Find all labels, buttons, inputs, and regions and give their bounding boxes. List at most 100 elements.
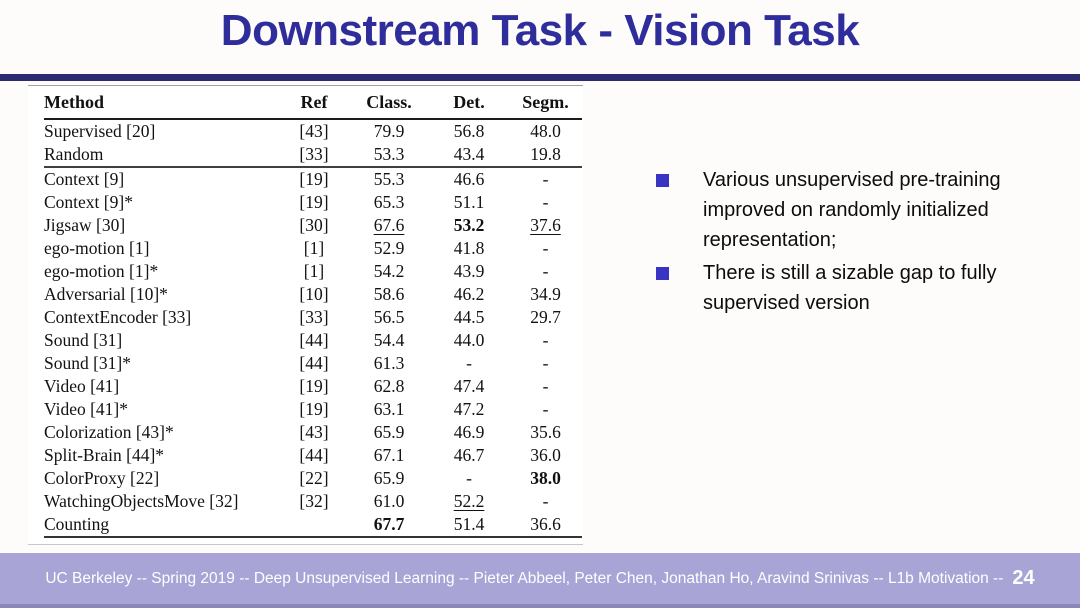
table-cell: 46.9 [453, 422, 485, 442]
table-cell: Video [41]* [44, 399, 128, 419]
table-cell: 58.6 [373, 284, 405, 304]
table-cell: ContextEncoder [33] [44, 307, 192, 327]
table-cell: 37.6 [530, 215, 561, 235]
table-cell: - [542, 192, 549, 212]
table-cell: 52.9 [373, 238, 405, 258]
table-cell: - [542, 491, 549, 511]
table-cell: 43.4 [429, 143, 509, 168]
table-cell: 46.6 [453, 169, 485, 189]
table-cell: 53.3 [349, 143, 429, 168]
table-row: Random [33] 53.3 43.4 19.8 [44, 143, 582, 168]
bullet-text: Various unsupervised pre-training improv… [703, 169, 1001, 251]
table-cell: Colorization [43]* [44, 422, 174, 442]
column-header: Class. [349, 86, 429, 120]
table-cell: [33] [279, 143, 349, 168]
table-cell: [32] [299, 491, 329, 511]
table-cell: [10] [299, 284, 329, 304]
table-cell: ColorProxy [22] [44, 468, 160, 488]
table-row: ContextEncoder [33] [33] 56.5 44.5 29.7 [44, 306, 582, 329]
column-header: Method [44, 86, 279, 120]
table-cell: [44] [299, 445, 329, 465]
table-cell: Video [41] [44, 376, 120, 396]
column-header: Det. [429, 86, 509, 120]
table-cell: - [542, 169, 549, 189]
table-cell: Adversarial [10]* [44, 284, 168, 304]
table-header: Method Ref Class. Det. Segm. [44, 86, 582, 120]
table-cell: 46.2 [453, 284, 485, 304]
table-cell: 61.0 [373, 491, 405, 511]
table-row: Sound [31] [44] 54.4 44.0 - [44, 329, 582, 352]
bullet-list: Various unsupervised pre-training improv… [656, 165, 1056, 321]
table-row: Sound [31]* [44] 61.3 - - [44, 352, 582, 375]
table-cell: Context [9] [44, 169, 125, 189]
table-cell: 38.0 [530, 468, 561, 488]
table-cell: 53.2 [453, 215, 485, 235]
table-cell: 36.6 [509, 513, 582, 538]
bullet-text: There is still a sizable gap to fully su… [703, 262, 997, 314]
table-cell: 61.3 [373, 353, 405, 373]
table-cell: [19] [299, 376, 329, 396]
table-cell: [22] [299, 468, 329, 488]
table-row: Counting 67.7 51.4 36.6 [44, 513, 582, 538]
table-cell: Sound [31]* [44, 353, 132, 373]
table-cell: 44.5 [453, 307, 485, 327]
table-row: ColorProxy [22] [22] 65.9 - 38.0 [44, 467, 582, 490]
table-cell: 29.7 [530, 307, 561, 327]
table-cell: 51.1 [453, 192, 485, 212]
table-cell: - [542, 261, 549, 281]
column-header: Segm. [509, 86, 582, 120]
table-cell: 48.0 [530, 121, 561, 141]
table-cell: [1] [303, 261, 325, 281]
bullet-square-icon [656, 174, 669, 187]
table-cell: 43.9 [453, 261, 485, 281]
table-row: WatchingObjectsMove [32] [32] 61.0 52.2 - [44, 490, 582, 513]
table-cell: Context [9]* [44, 192, 133, 212]
table-cell: [19] [299, 192, 329, 212]
table-cell: 54.2 [373, 261, 405, 281]
table-cell: - [466, 353, 472, 373]
table-row: ego-motion [1] [1] 52.9 41.8 - [44, 237, 582, 260]
table-cell [279, 513, 349, 538]
table-cell: - [542, 353, 549, 373]
table-cell: Jigsaw [30] [44, 215, 126, 235]
table-cell: 67.7 [349, 513, 429, 538]
table-cell: - [542, 330, 549, 350]
bullet-square-icon [656, 267, 669, 280]
table-cell: 19.8 [509, 143, 582, 168]
table-row: Colorization [43]* [43] 65.9 46.9 35.6 [44, 421, 582, 444]
table-cell: - [542, 399, 549, 419]
table-row: Context [9]* [19] 65.3 51.1 - [44, 191, 582, 214]
table-cell: Split-Brain [44]* [44, 445, 165, 465]
table-cell: 46.7 [453, 445, 485, 465]
page-title: Downstream Task - Vision Task [220, 6, 860, 55]
table-row: Video [41]* [19] 63.1 47.2 - [44, 398, 582, 421]
table-cell: 65.9 [373, 422, 405, 442]
table-cell: 65.3 [373, 192, 405, 212]
table-cell: ego-motion [1]* [44, 261, 159, 281]
title-underline [0, 74, 1080, 81]
column-header: Ref [279, 86, 349, 120]
table-cell: ego-motion [1] [44, 238, 150, 258]
table-row: Supervised [20] [43] 79.9 56.8 48.0 [44, 119, 582, 143]
table-cell: [43] [299, 121, 329, 141]
table-cell: 56.5 [373, 307, 405, 327]
table-cell: 55.3 [373, 169, 405, 189]
table-cell: 63.1 [373, 399, 405, 419]
table-cell: 54.4 [373, 330, 405, 350]
table-cell: 44.0 [453, 330, 485, 350]
table-row: Jigsaw [30] [30] 67.6 53.2 37.6 [44, 214, 582, 237]
table-cell: [19] [299, 399, 329, 419]
footer-text: UC Berkeley -- Spring 2019 -- Deep Unsup… [45, 569, 1004, 587]
results-table: Method Ref Class. Det. Segm. Supervised [20]… [44, 86, 582, 538]
table-row: Adversarial [10]* [10] 58.6 46.2 34.9 [44, 283, 582, 306]
table-cell: 47.2 [453, 399, 485, 419]
table-row: ego-motion [1]* [1] 54.2 43.9 - [44, 260, 582, 283]
table-cell: Supervised [20] [44, 121, 156, 141]
table-cell: [33] [299, 307, 329, 327]
table-cell: [19] [299, 169, 329, 189]
table-cell: Sound [31] [44, 330, 123, 350]
table-cell: 36.0 [530, 445, 561, 465]
table-cell: 67.1 [373, 445, 405, 465]
table-cell: 41.8 [453, 238, 485, 258]
